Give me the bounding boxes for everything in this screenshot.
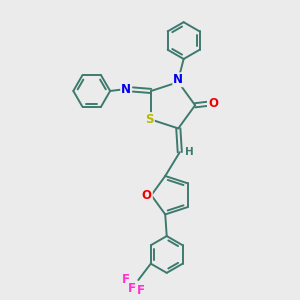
- Text: N: N: [121, 83, 131, 96]
- Text: O: O: [208, 97, 218, 110]
- Text: O: O: [142, 189, 152, 202]
- Text: F: F: [137, 284, 145, 297]
- Text: F: F: [128, 282, 136, 295]
- Text: S: S: [146, 113, 154, 126]
- Text: N: N: [173, 73, 183, 86]
- Text: H: H: [185, 147, 194, 157]
- Text: F: F: [122, 273, 130, 286]
